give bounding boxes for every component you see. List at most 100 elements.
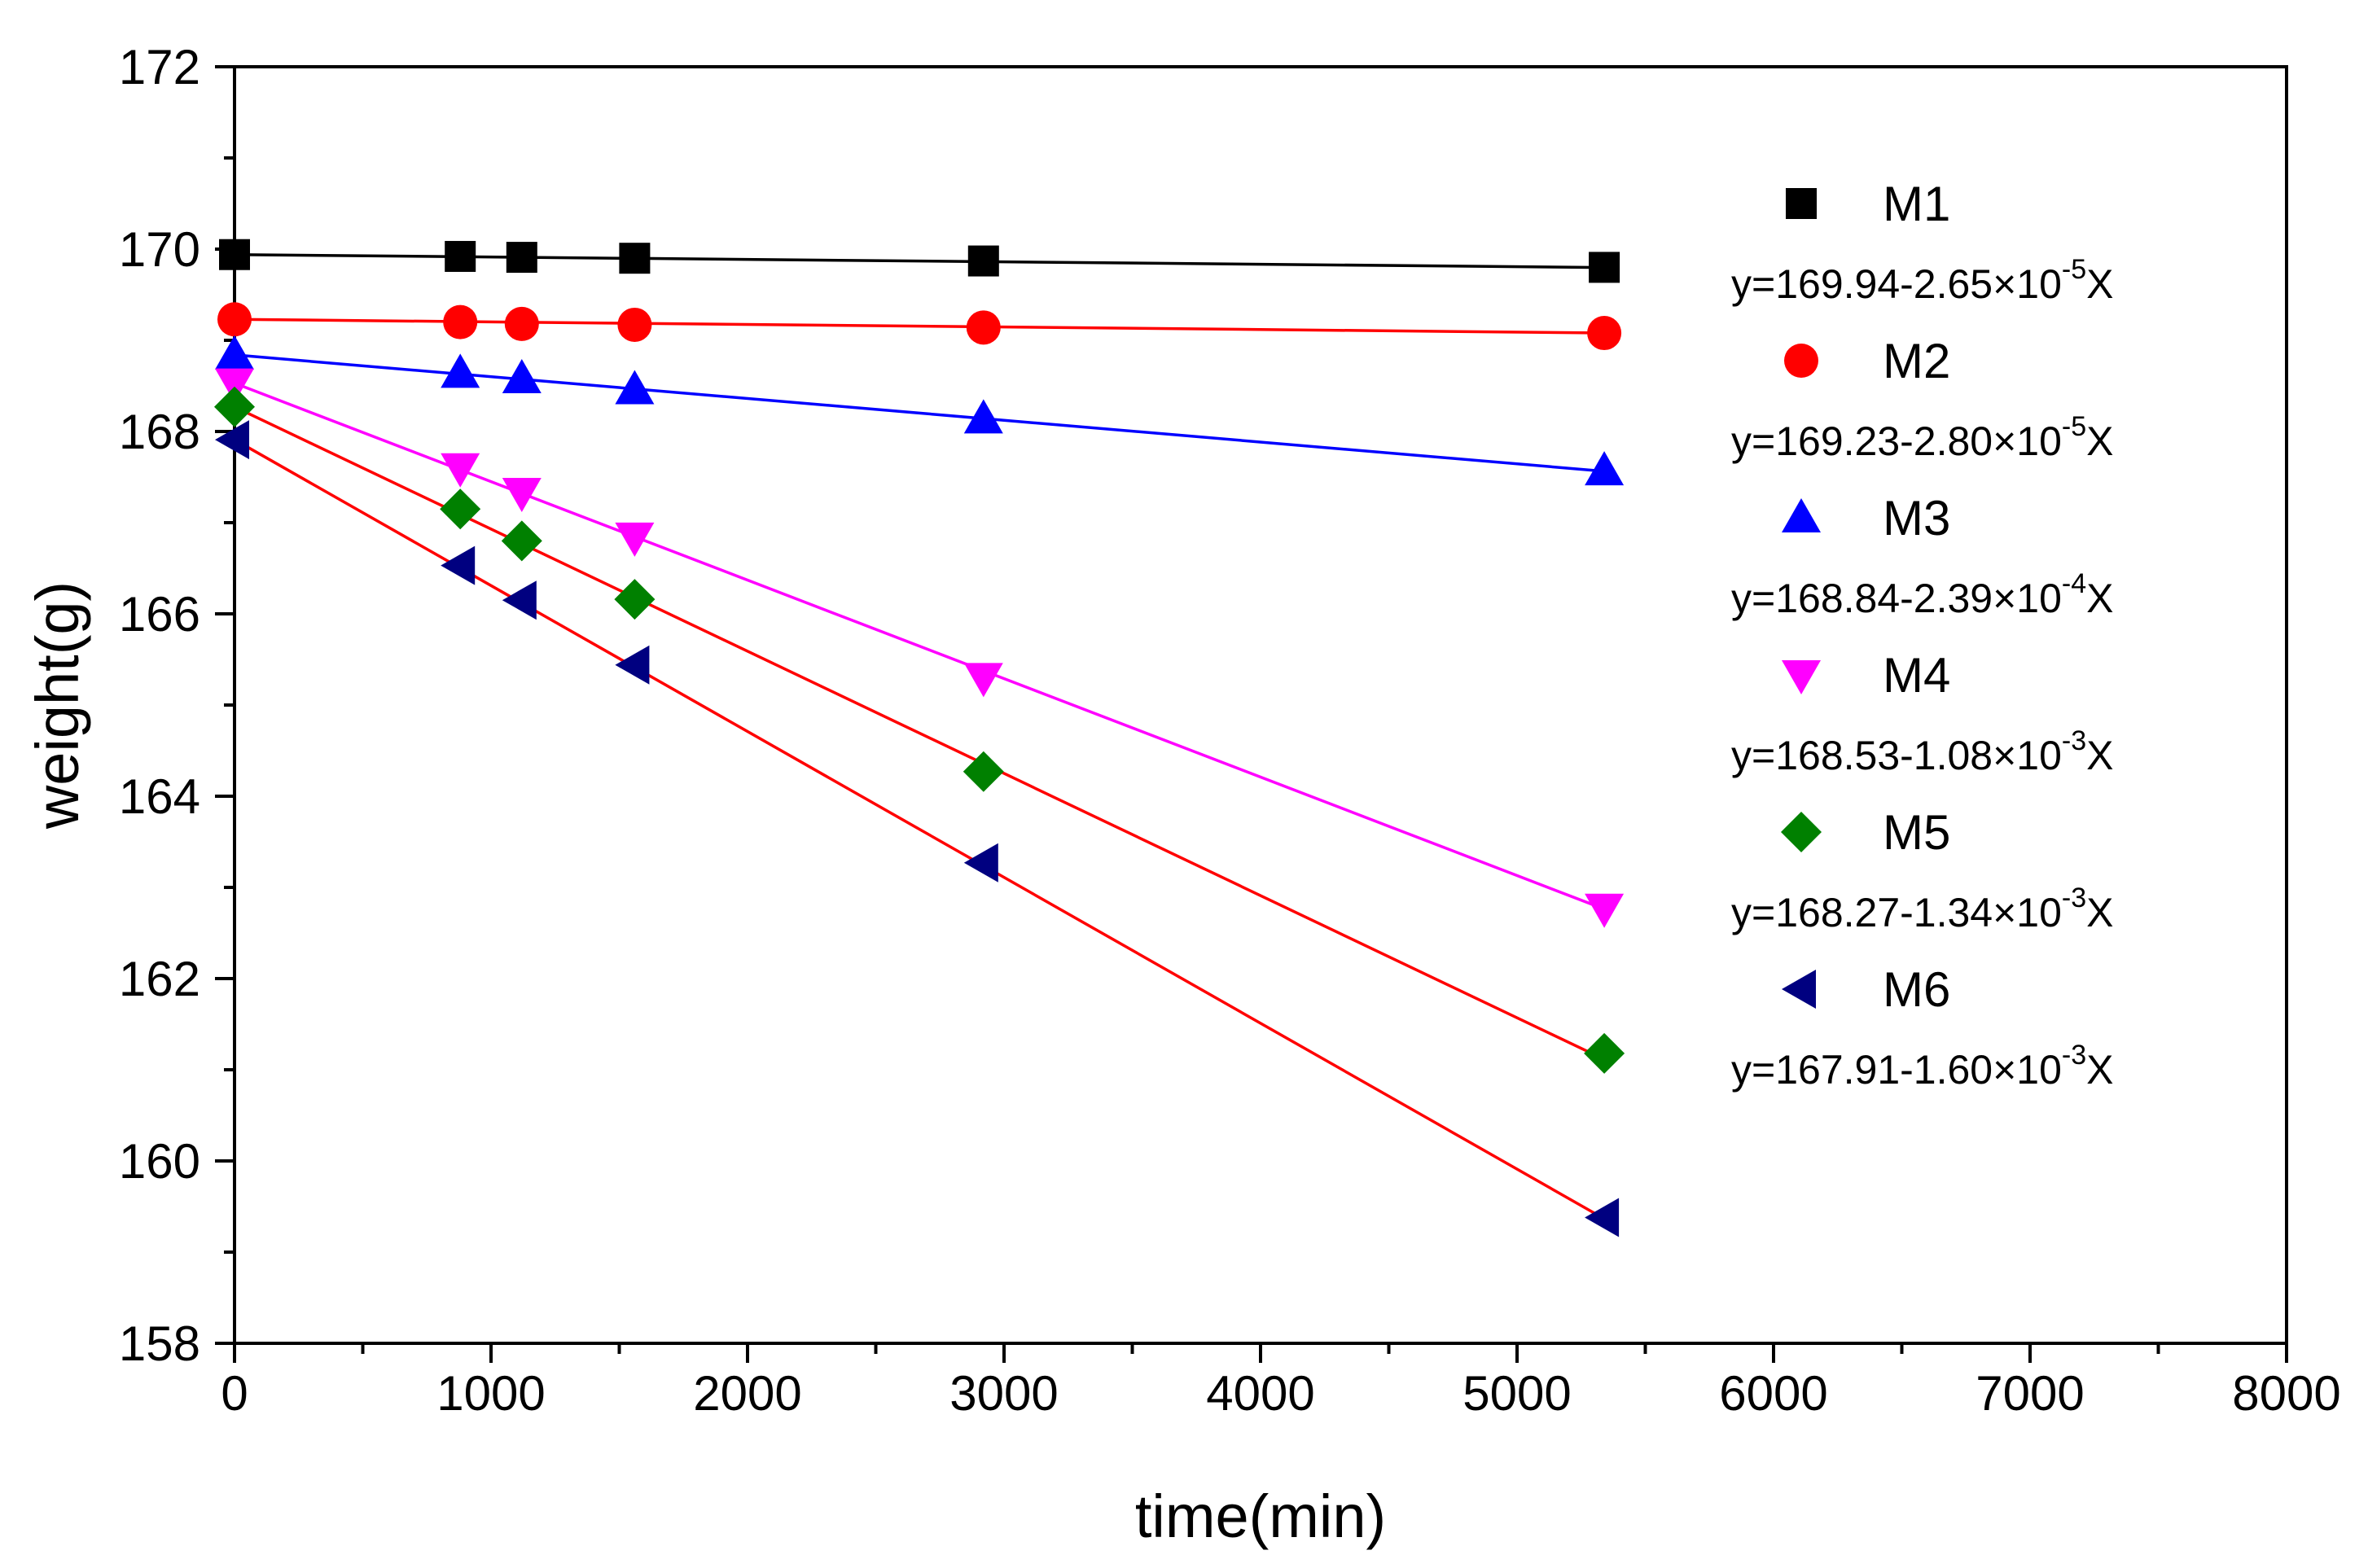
data-points-layer [214, 239, 1625, 1237]
fit-line-m1 [234, 252, 1605, 269]
data-point-m4 [963, 663, 1003, 698]
y-tick-label: 158 [119, 1316, 200, 1371]
equation-base: y=168.53-1.08×10 [1731, 733, 2062, 778]
legend-equation-m4: y=168.53-1.08×10-3X [1731, 725, 2114, 778]
y-tick-label: 160 [119, 1134, 200, 1189]
legend-equation-m3: y=168.84-2.39×10-4X [1731, 568, 2114, 621]
data-point-m3 [215, 335, 254, 370]
equation-exponent: -3 [2062, 883, 2086, 913]
equation-exponent: -5 [2062, 254, 2086, 285]
fit-line-m2 [234, 318, 1605, 335]
equation-variable: X [2086, 890, 2113, 935]
equation-variable: X [2086, 261, 2113, 307]
fit-line-m3 [234, 353, 1605, 473]
data-point-m5 [440, 488, 481, 530]
equation-exponent: -4 [2062, 568, 2086, 599]
axis-labels-layer: time(min) weight(g) [24, 581, 1386, 1550]
legend-equation-m6: y=167.91-1.60×10-3X [1731, 1040, 2114, 1093]
legend-equation-m1: y=169.94-2.65×10-5X [1731, 254, 2114, 307]
y-tick-label: 170 [119, 222, 200, 277]
data-point-m3 [502, 359, 542, 394]
equation-base: y=168.84-2.39×10 [1731, 576, 2062, 621]
equation-base: y=168.27-1.34×10 [1731, 890, 2062, 935]
fit-line-m5 [234, 405, 1605, 1061]
data-point-m5 [1584, 1032, 1625, 1074]
legend-entry-m5: M5 y=168.27-1.34×10-3X [1731, 805, 2114, 935]
y-tick-label: 172 [119, 40, 200, 94]
legend-label-m4: M4 [1883, 648, 1950, 703]
data-point-m6 [502, 580, 537, 620]
data-point-m3 [1585, 451, 1625, 486]
data-point-m3 [615, 370, 655, 405]
data-point-m1 [619, 243, 651, 274]
data-point-m4 [502, 478, 542, 513]
legend-symbol-m2 [1784, 344, 1818, 378]
fit-lines-layer [234, 252, 1605, 1220]
data-point-m1 [1589, 252, 1620, 283]
equation-variable: X [2086, 1047, 2113, 1093]
equation-variable: X [2086, 576, 2113, 621]
data-point-m6 [215, 420, 249, 460]
data-point-m2 [504, 306, 539, 341]
legend-label-m5: M5 [1883, 805, 1950, 860]
data-point-m6 [441, 545, 476, 585]
y-tick-label: 168 [119, 405, 200, 459]
data-point-m5 [963, 751, 1004, 792]
legend-symbol-m3 [1782, 498, 1821, 532]
legend-symbol-m1 [1786, 188, 1817, 219]
legend-symbol-m4 [1782, 660, 1821, 694]
legend-label-m3: M3 [1883, 491, 1950, 545]
legend-symbol-m5 [1781, 812, 1822, 852]
data-point-m3 [963, 399, 1003, 434]
data-point-m2 [617, 307, 652, 342]
equation-exponent: -5 [2062, 411, 2086, 442]
data-point-m6 [1585, 1198, 1620, 1237]
equation-base: y=169.94-2.65×10 [1731, 261, 2062, 307]
y-tick-label: 162 [119, 952, 200, 1006]
x-tick-label: 5000 [1462, 1366, 1571, 1421]
x-tick-label: 4000 [1206, 1366, 1314, 1421]
data-point-m1 [506, 242, 537, 274]
data-point-m5 [214, 386, 255, 427]
data-point-m5 [501, 520, 542, 562]
legend-entry-m4: M4 y=168.53-1.08×10-3X [1731, 648, 2114, 778]
data-point-m2 [1587, 316, 1622, 351]
data-point-m3 [441, 353, 480, 388]
equation-exponent: -3 [2062, 1040, 2086, 1071]
x-tick-label: 6000 [1719, 1366, 1827, 1421]
data-point-m2 [217, 302, 252, 337]
x-axis-title: time(min) [1135, 1483, 1386, 1550]
data-point-m6 [963, 843, 998, 883]
legend-label-m2: M2 [1883, 334, 1950, 388]
data-point-m4 [615, 522, 655, 557]
y-axis-title: weight(g) [24, 581, 91, 830]
equation-variable: X [2086, 418, 2113, 464]
legend: M1y=169.94-2.65×10-5XM2y=169.23-2.80×10-… [1731, 177, 2114, 1093]
equation-variable: X [2086, 733, 2113, 778]
x-tick-label: 7000 [1976, 1366, 2084, 1421]
data-point-m4 [441, 453, 480, 488]
legend-equation-m5: y=168.27-1.34×10-3X [1731, 883, 2114, 935]
equation-base: y=167.91-1.60×10 [1731, 1047, 2062, 1093]
equation-exponent: -3 [2062, 725, 2086, 756]
legend-entry-m3: M3 y=168.84-2.39×10-4X [1731, 491, 2114, 621]
axis-ticks-layer: 0 1000 2000 3000 4000 5000 6000 7000 8000 158 160 1… [119, 40, 2341, 1421]
legend-entry-m2: M2 y=169.23-2.80×10-5X [1731, 334, 2114, 464]
data-point-m2 [443, 304, 478, 339]
data-point-m6 [615, 645, 650, 685]
x-tick-label: 3000 [949, 1366, 1058, 1421]
data-point-m1 [219, 239, 250, 270]
data-point-m2 [966, 310, 1001, 345]
x-tick-label: 0 [221, 1366, 248, 1421]
legend-label-m6: M6 [1883, 962, 1950, 1017]
legend-label-m1: M1 [1883, 177, 1950, 231]
x-tick-label: 8000 [2232, 1366, 2340, 1421]
legend-equation-m2: y=169.23-2.80×10-5X [1731, 411, 2114, 464]
equation-base: y=169.23-2.80×10 [1731, 418, 2062, 464]
data-point-m4 [1585, 893, 1625, 928]
x-tick-label: 2000 [693, 1366, 801, 1421]
data-point-m5 [614, 579, 656, 620]
legend-entry-m1: M1 y=169.94-2.65×10-5X [1731, 177, 2114, 307]
